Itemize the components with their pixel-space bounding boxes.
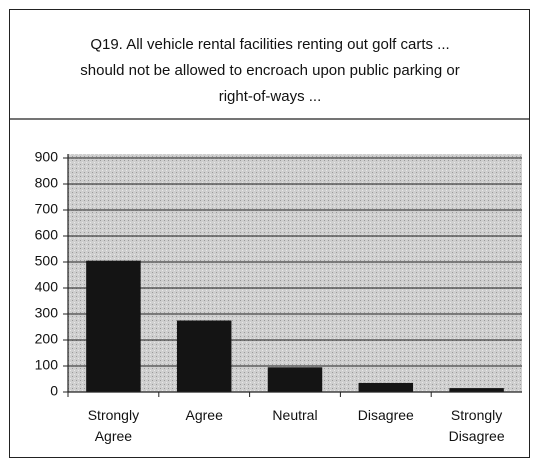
x-tick-label: Neutral (272, 407, 317, 423)
y-tick-label: 0 (50, 383, 58, 399)
y-tick-label: 700 (35, 201, 59, 217)
bar (449, 388, 504, 392)
chart-frame (9, 9, 530, 458)
x-tick-label: Strongly Disagree (449, 407, 505, 444)
x-tick-label: Strongly Agree (88, 407, 139, 444)
y-tick-label: 300 (35, 305, 59, 321)
bar (358, 382, 414, 392)
bar (176, 320, 232, 392)
y-tick-label: 400 (35, 279, 59, 295)
y-tick-label: 200 (35, 331, 59, 347)
y-tick-label: 600 (35, 227, 59, 243)
bar (267, 367, 323, 392)
y-tick-label: 800 (35, 175, 59, 191)
plot-area (68, 154, 522, 392)
x-tick-label: Disagree (358, 407, 414, 423)
bar (86, 260, 141, 392)
x-tick-label: Agree (186, 407, 224, 423)
y-tick-label: 100 (35, 357, 59, 373)
chart-title: Q19. All vehicle rental facilities renti… (80, 36, 460, 105)
y-tick-label: 500 (35, 253, 59, 269)
y-tick-label: 900 (35, 149, 59, 165)
